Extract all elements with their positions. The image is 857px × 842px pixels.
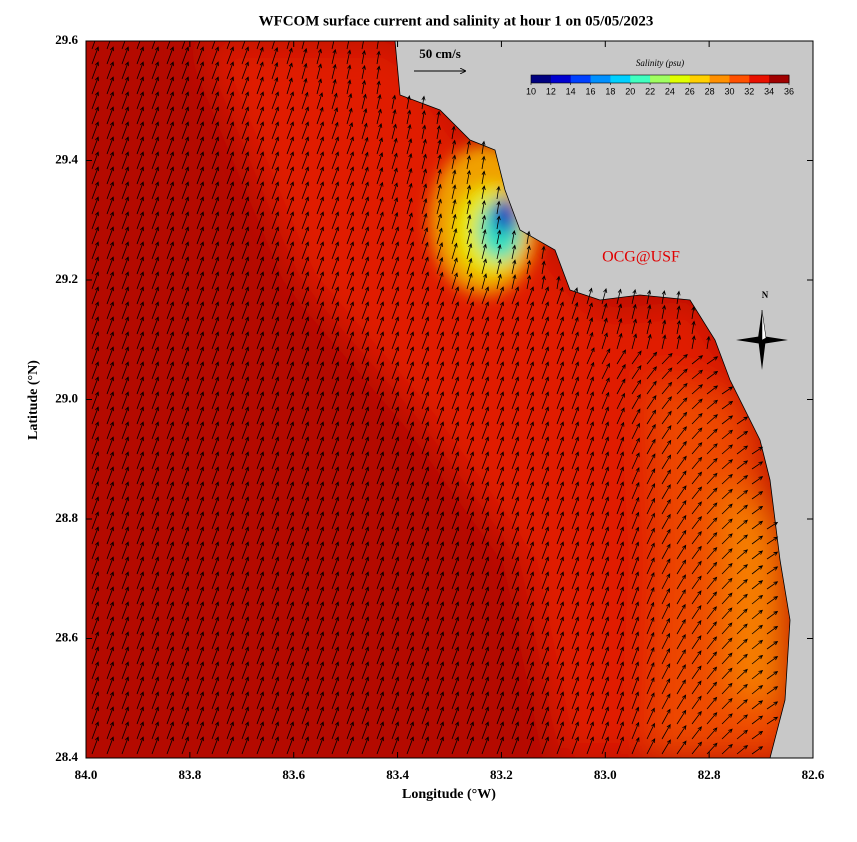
x-tick-label: 83.4 [386, 767, 409, 782]
colorbar-tick-label: 34 [764, 86, 774, 96]
colorbar-tick-label: 30 [724, 86, 734, 96]
colorbar-frame [530, 74, 790, 84]
y-tick-label: 28.8 [55, 510, 78, 525]
colorbar-segment [550, 75, 572, 83]
colorbar-segment [570, 75, 592, 83]
colorbar-tick-label: 16 [586, 86, 596, 96]
colorbar-segment [630, 75, 651, 83]
y-tick-label: 29.0 [55, 390, 78, 405]
colorbar-tick-label: 12 [546, 86, 556, 96]
x-tick-label: 83.2 [490, 767, 513, 782]
x-axis-label: Longitude (°W) [402, 787, 496, 802]
x-tick-label: 82.8 [698, 767, 721, 782]
land [394, 41, 813, 758]
y-tick-label: 29.2 [55, 271, 78, 286]
salinity-field [86, 41, 813, 758]
colorbar-segment [610, 75, 631, 83]
colorbar-segment [709, 75, 730, 83]
colorbar-tick-label: 10 [526, 86, 536, 96]
scale-label: 50 cm/s [419, 46, 461, 61]
colorbar-tick-label: 14 [566, 86, 576, 96]
colorbar-tick-label: 24 [665, 86, 675, 96]
colorbar-segment [650, 75, 671, 83]
colorbar-segment [669, 75, 691, 83]
colorbar-segment [689, 75, 711, 83]
colorbar: 10 12 14 16 18 20 22 24 26 28 30 32 34 36 [526, 74, 794, 96]
colorbar-segment [729, 75, 750, 83]
colorbar-label: Salinity (psu) [636, 58, 684, 68]
x-tick-label: 83.6 [282, 767, 305, 782]
watermark: OCG@USF [602, 249, 680, 266]
current-vectors [91, 41, 779, 755]
compass-rose: N [736, 290, 788, 370]
y-tick-label: 29.6 [55, 32, 78, 47]
x-tick-label: 83.8 [178, 767, 201, 782]
colorbar-segment [769, 75, 790, 83]
compass-label: N [762, 290, 769, 300]
colorbar-segment [749, 75, 770, 83]
colorbar-tick-label: 32 [744, 86, 754, 96]
x-tick-label: 84.0 [75, 767, 98, 782]
colorbar-segment [590, 75, 611, 83]
title: WFCOM surface current and salinity at ho… [259, 13, 654, 29]
x-tick-label: 82.6 [802, 767, 825, 782]
y-tick-label: 28.4 [55, 749, 78, 764]
colorbar-tick-label: 36 [784, 86, 794, 96]
x-tick-label: 83.0 [594, 767, 617, 782]
y-tick-label: 28.6 [55, 629, 78, 644]
colorbar-tick-label: 18 [605, 86, 615, 96]
colorbar-segment [531, 75, 552, 83]
colorbar-tick-label: 28 [705, 86, 715, 96]
colorbar-tick-label: 22 [645, 86, 655, 96]
y-tick-label: 29.4 [55, 151, 78, 166]
colorbar-tick-label: 20 [625, 86, 635, 96]
y-axis-label: Latitude (°N) [26, 360, 41, 440]
colorbar-tick-label: 26 [685, 86, 695, 96]
